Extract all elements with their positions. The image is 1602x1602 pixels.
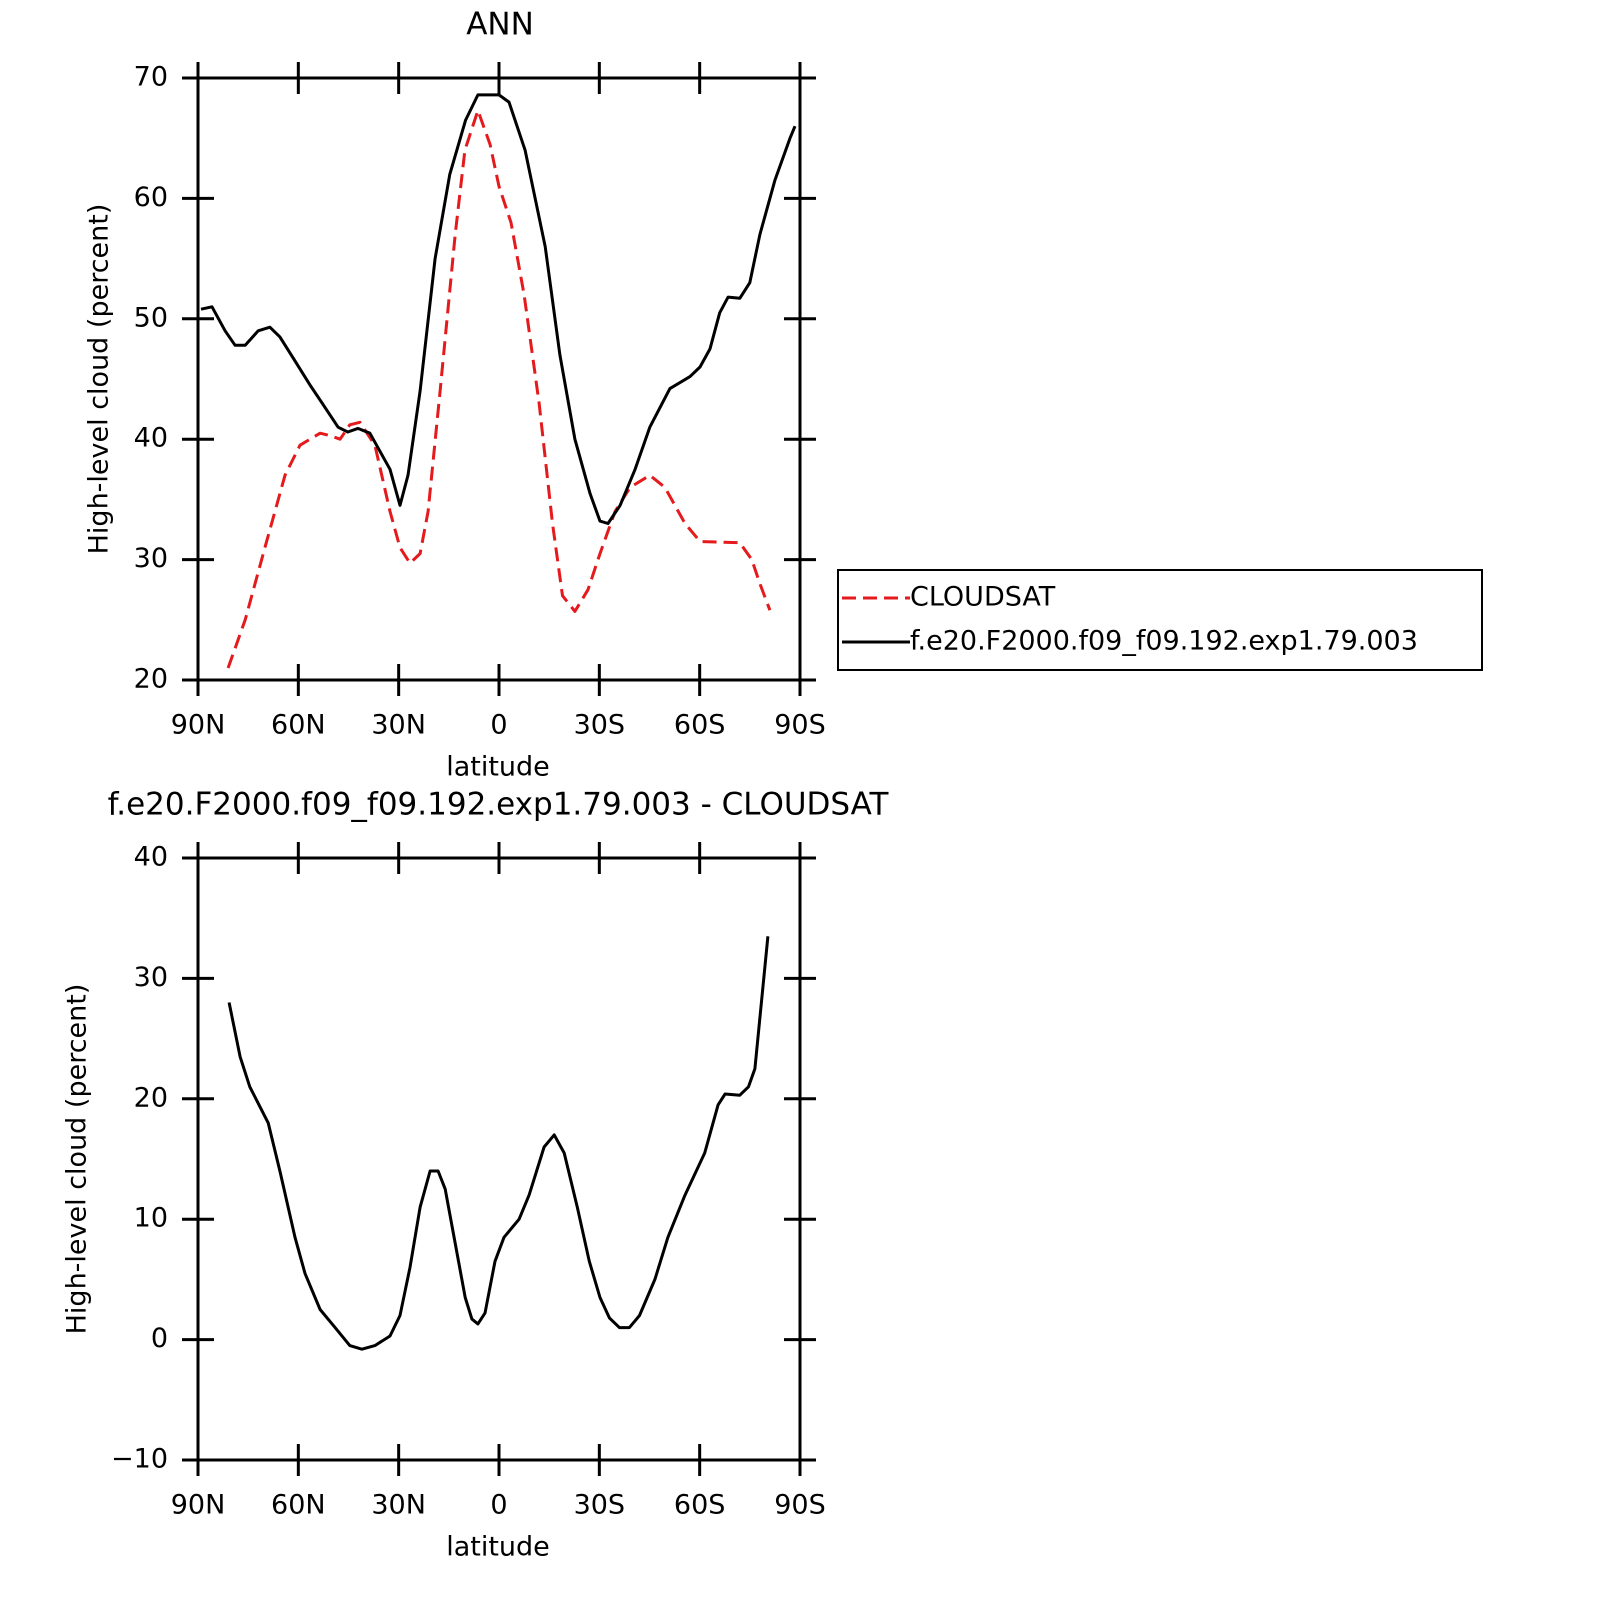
line-series	[226, 109, 772, 669]
x-axis-label: latitude	[446, 752, 550, 783]
x-tick-label: 60N	[271, 1490, 326, 1521]
y-tick-label: 70	[134, 62, 168, 93]
x-tick-label: 60N	[271, 710, 326, 741]
chart-title: ANN	[466, 7, 534, 43]
y-axis-label: High-level cloud (percent)	[62, 984, 93, 1335]
y-tick-label: 30	[134, 962, 168, 993]
y-tick-label: 40	[134, 842, 168, 873]
x-tick-label: 0	[490, 1490, 507, 1521]
y-tick-label: 40	[134, 423, 168, 454]
y-axis-label: High-level cloud (percent)	[84, 204, 115, 555]
plot-frame	[196, 856, 802, 1462]
y-tick-label: 20	[134, 664, 168, 695]
x-tick-label: 30N	[371, 710, 426, 741]
y-tick-label: 10	[134, 1203, 168, 1234]
x-tick-label: 90N	[171, 1490, 226, 1521]
x-tick-label: 30S	[574, 710, 626, 741]
x-axis-label: latitude	[446, 1532, 550, 1563]
legend-label: f.e20.F2000.f09_f09.192.exp1.79.003	[910, 626, 1418, 657]
chart-title: f.e20.F2000.f09_f09.192.exp1.79.003 - CL…	[108, 787, 890, 823]
line-series	[200, 93, 797, 525]
x-tick-label: 60S	[674, 1490, 726, 1521]
x-tick-label: 90S	[774, 710, 826, 741]
x-tick-label: 90N	[171, 710, 226, 741]
plot-frame	[196, 76, 802, 682]
y-tick-label: 30	[134, 543, 168, 574]
x-tick-label: 30S	[574, 1490, 626, 1521]
line-series	[227, 936, 770, 1351]
y-tick-label: −10	[111, 1444, 168, 1475]
x-tick-label: 0	[490, 710, 507, 741]
x-tick-label: 30N	[371, 1490, 426, 1521]
legend-label: CLOUDSAT	[910, 582, 1056, 613]
legend-box	[837, 569, 1483, 671]
y-tick-label: 50	[134, 302, 168, 333]
y-tick-label: 0	[151, 1323, 168, 1354]
x-tick-label: 60S	[674, 710, 726, 741]
x-tick-label: 90S	[774, 1490, 826, 1521]
y-tick-label: 60	[134, 182, 168, 213]
y-tick-label: 20	[134, 1082, 168, 1113]
